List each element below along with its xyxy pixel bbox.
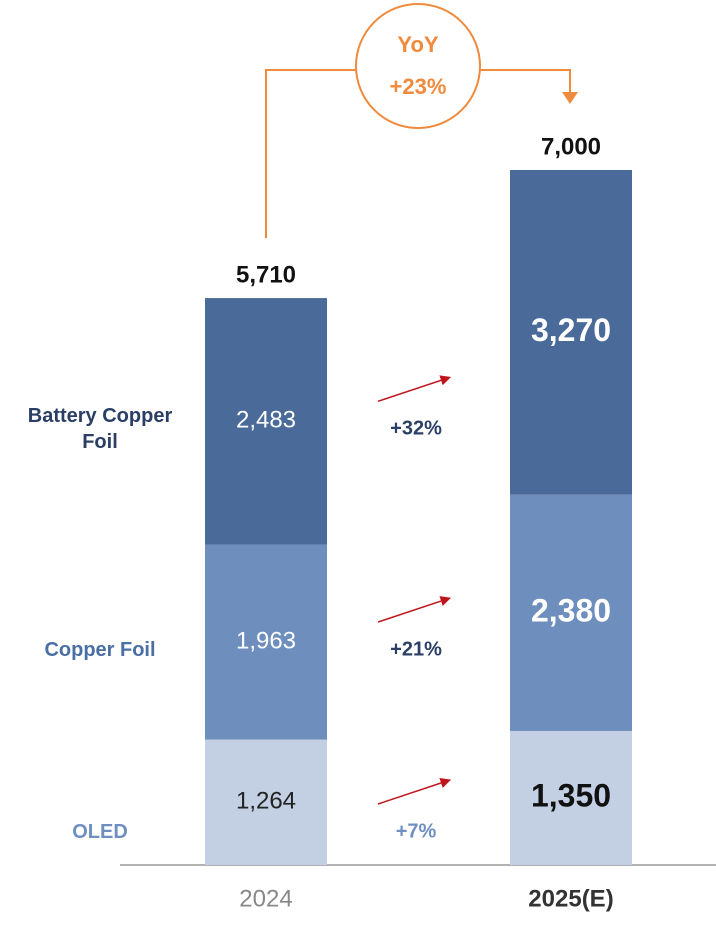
- legend-label: Battery Copper Foil: [27, 405, 173, 454]
- value-label: 1,963: [236, 627, 296, 654]
- value-label: 1,350: [531, 777, 611, 813]
- bar-segment: [205, 298, 327, 545]
- value-label: 2,380: [531, 592, 611, 628]
- value-label: 1,264: [236, 788, 296, 815]
- bar-segment: [510, 170, 632, 495]
- bar-segment: [510, 730, 632, 865]
- value-label: 2,483: [236, 407, 296, 434]
- change-label: +21%: [390, 638, 442, 660]
- growth-arrow: [377, 596, 451, 623]
- total-label: 5,710: [236, 261, 296, 288]
- x-tick-label: 2025(E): [528, 885, 613, 912]
- yoy-circle: [355, 3, 481, 129]
- yoy-value: +23%: [390, 74, 447, 99]
- yoy-title: YoY: [397, 32, 438, 57]
- legend-label: Copper Foil: [44, 639, 156, 662]
- value-label: 3,270: [531, 312, 611, 348]
- bar-segment: [510, 494, 632, 731]
- x-tick-label: 2024: [239, 885, 292, 912]
- change-label: +7%: [396, 820, 437, 842]
- growth-arrow: [377, 778, 451, 805]
- growth-arrow: [377, 375, 451, 403]
- bar-segment: [205, 544, 327, 740]
- bar-segment: [205, 739, 327, 865]
- change-label: +32%: [390, 418, 442, 440]
- total-label: 7,000: [541, 133, 601, 160]
- legend-label: OLED: [72, 821, 128, 843]
- yoy-connector: [265, 69, 571, 239]
- yoy-arrowhead: [562, 92, 578, 104]
